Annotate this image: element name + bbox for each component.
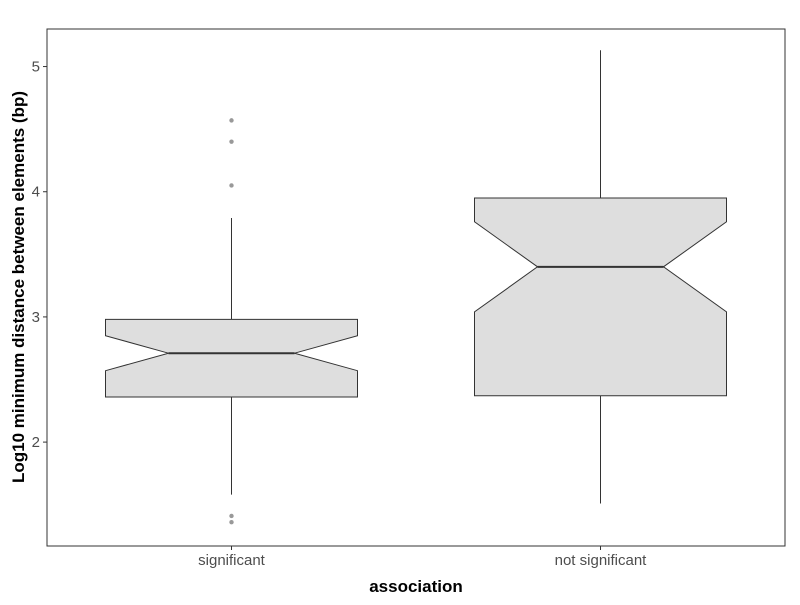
y-tick-label: 5	[32, 59, 40, 76]
outlier-point	[229, 118, 234, 123]
x-tick-label: significant	[198, 552, 266, 569]
y-tick-label: 2	[32, 434, 40, 451]
x-axis-title: association	[369, 577, 463, 596]
box-not-significant	[474, 50, 727, 504]
outlier-point	[229, 513, 234, 519]
outlier-point	[229, 520, 234, 525]
y-tick-label: 3	[32, 309, 40, 326]
y-tick-label: 4	[32, 184, 40, 201]
y-axis-ticks: 2 3 4 5	[32, 59, 47, 451]
box-body-significant	[105, 318, 358, 398]
box-significant	[105, 118, 358, 525]
boxes-layer	[105, 50, 727, 525]
x-tick-label: not significant	[555, 552, 648, 569]
x-axis-ticks: significant not significant	[198, 546, 647, 569]
y-axis-title: Log10 minimum distance between elements …	[9, 91, 28, 483]
box-body-not-significant	[474, 197, 727, 397]
outlier-point	[229, 139, 234, 144]
outlier-point	[229, 183, 234, 188]
